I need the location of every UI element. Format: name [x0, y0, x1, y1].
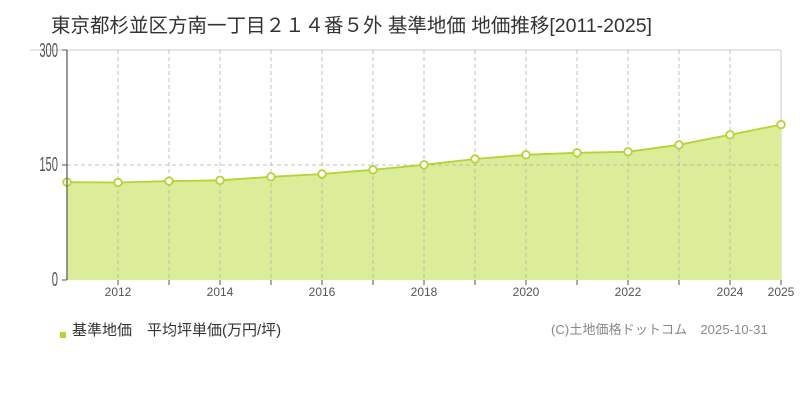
- svg-text:0: 0: [52, 269, 58, 291]
- svg-text:2014: 2014: [207, 285, 234, 299]
- svg-text:2012: 2012: [105, 285, 132, 299]
- svg-text:2025: 2025: [768, 285, 795, 299]
- svg-text:2020: 2020: [513, 285, 540, 299]
- svg-text:2018: 2018: [411, 285, 438, 299]
- svg-text:2022: 2022: [615, 285, 642, 299]
- svg-text:150: 150: [39, 154, 58, 176]
- svg-text:2024: 2024: [717, 285, 744, 299]
- svg-text:300: 300: [39, 40, 58, 62]
- svg-text:2016: 2016: [309, 285, 336, 299]
